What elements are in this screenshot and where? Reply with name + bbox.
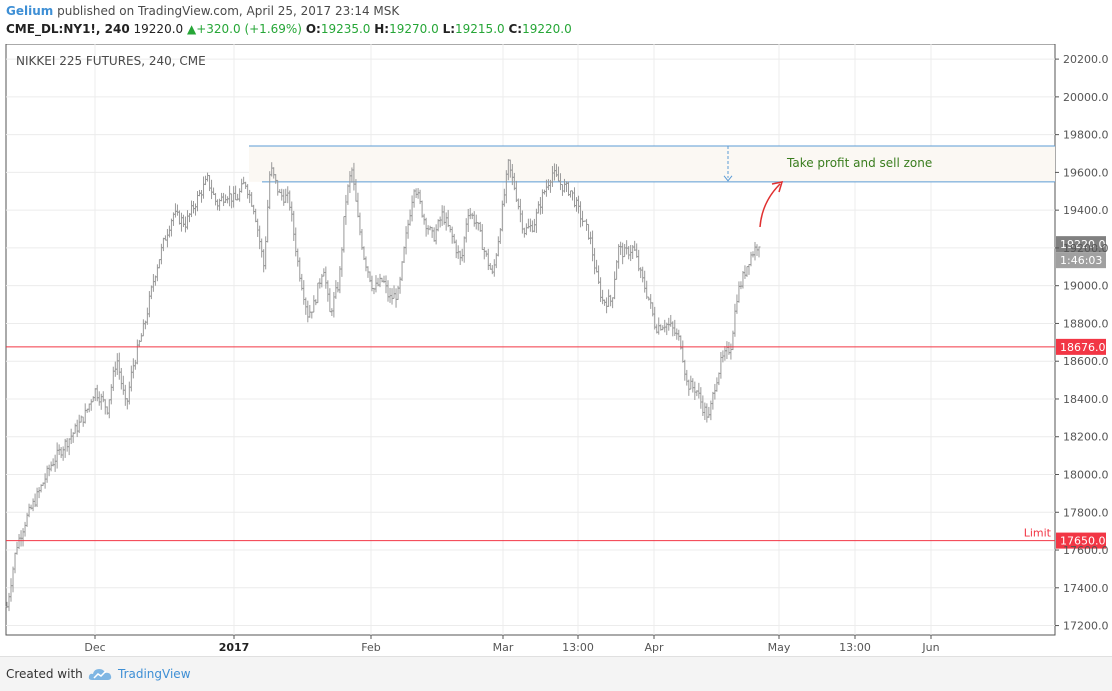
grid	[5, 44, 1056, 636]
price-change: +320.0 (+1.69%)	[196, 22, 302, 36]
countdown-label: 1:46:03	[1060, 254, 1102, 267]
sell-zone: Take profit and sell zone	[249, 145, 1055, 183]
y-tick-label: 19600.0	[1063, 166, 1109, 179]
x-tick-label: 13:00	[562, 641, 594, 654]
created-with-text: Created with	[6, 667, 83, 681]
chart-area[interactable]: Take profit and sell zone 18676.0 17650.0…	[0, 44, 1112, 656]
plot-frame	[5, 44, 1056, 636]
low-label: L:	[442, 22, 456, 36]
y-tick-label: 20200.0	[1063, 53, 1109, 66]
ohlc-legend: CME_DL:NY1!, 240 19220.0 ▲+320.0 (+1.69%…	[6, 22, 572, 36]
x-tick-label: Jun	[921, 641, 939, 654]
level-tag-label: 17650.0	[1060, 535, 1106, 548]
annotation-arrow	[759, 183, 781, 228]
y-tick-label: 18000.0	[1063, 469, 1109, 482]
price-bars	[5, 159, 761, 612]
level-lines: 18676.0 17650.0 Limit 19220.0 1:46:03	[6, 181, 1106, 549]
symbol-name[interactable]: CME_DL:NY1!, 240	[6, 22, 130, 36]
level-tag	[1056, 532, 1106, 549]
tradingview-cloud-icon[interactable]	[88, 666, 112, 682]
y-tick-label: 19000.0	[1063, 280, 1109, 293]
y-tick-label: 17400.0	[1063, 582, 1109, 595]
price-chart[interactable]: Take profit and sell zone 18676.0 17650.0…	[0, 44, 1112, 656]
y-tick-label: 18200.0	[1063, 431, 1109, 444]
publish-text: published on TradingView.com, April 25, …	[57, 4, 400, 18]
zone-fill	[249, 145, 1055, 182]
up-arrow-icon: ▲	[186, 22, 197, 36]
current-price-label: 19220.0	[1060, 238, 1106, 251]
y-tick-label: 19200.0	[1063, 242, 1109, 255]
y-tick-label: 18400.0	[1063, 393, 1109, 406]
footer: Created with TradingView	[0, 656, 1112, 691]
author-link[interactable]: Gelium	[6, 4, 54, 18]
close-value: 19220.0	[522, 22, 572, 36]
level-note: Limit	[1024, 527, 1052, 540]
open-label: O:	[305, 22, 321, 36]
axes: 20200.0 20000.0 19800.0 19600.0 19400.0 19200…	[84, 53, 1108, 654]
high-value: 19270.0	[389, 22, 439, 36]
publish-info: Gelium published on TradingView.com, Apr…	[6, 4, 399, 18]
y-tick-label: 18600.0	[1063, 355, 1109, 368]
y-tick-label: 20000.0	[1063, 91, 1109, 104]
close-label: C:	[508, 22, 523, 36]
zone-label: Take profit and sell zone	[786, 156, 932, 170]
x-tick-label: Feb	[361, 641, 380, 654]
y-tick-label: 17200.0	[1063, 620, 1109, 633]
zone-measure-arrow	[723, 175, 733, 182]
open-value: 19235.0	[320, 22, 371, 36]
y-tick-label: 19800.0	[1063, 129, 1109, 142]
annotation-arrow-head	[771, 181, 784, 193]
x-tick-label: May	[768, 641, 791, 654]
countdown-tag	[1056, 252, 1106, 269]
x-tick-label: Apr	[644, 641, 664, 654]
y-tick-label: 17600.0	[1063, 544, 1109, 557]
current-price-tag	[1056, 236, 1106, 253]
x-tick-label: 2017	[219, 641, 250, 654]
y-tick-label: 17800.0	[1063, 506, 1109, 519]
low-value: 19215.0	[455, 22, 505, 36]
high-label: H:	[374, 22, 390, 36]
x-tick-label: Mar	[493, 641, 514, 654]
last-price: 19220.0	[133, 22, 184, 36]
tradingview-link[interactable]: TradingView	[118, 667, 191, 681]
level-tag-label: 18676.0	[1060, 341, 1106, 354]
chart-header: Gelium published on TradingView.com, Apr…	[0, 0, 1112, 44]
level-tag	[1056, 338, 1106, 355]
x-tick-label: 13:00	[839, 641, 871, 654]
chart-title: NIKKEI 225 FUTURES, 240, CME	[16, 54, 206, 68]
x-tick-label: Dec	[84, 641, 105, 654]
y-tick-label: 19400.0	[1063, 204, 1109, 217]
y-tick-label: 18800.0	[1063, 317, 1109, 330]
